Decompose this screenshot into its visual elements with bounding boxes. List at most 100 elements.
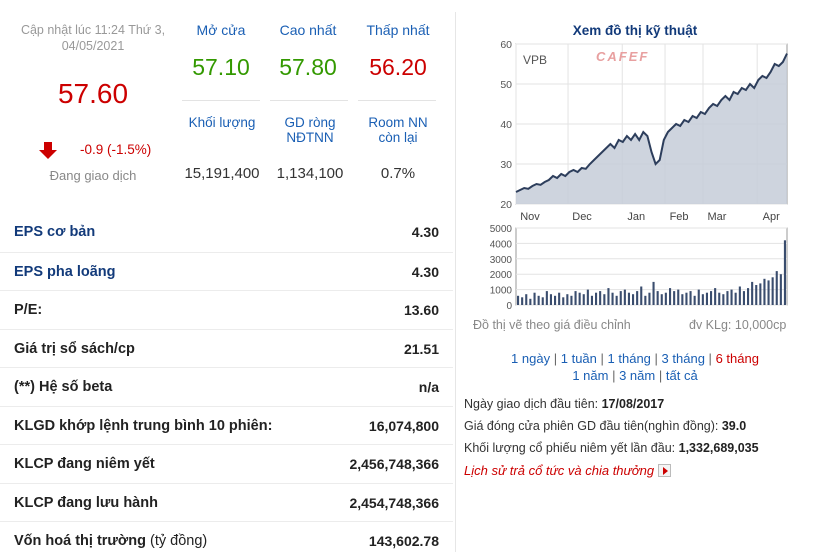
metric-label-main: Vốn hoá thị trường	[14, 533, 146, 549]
volume-bar	[615, 295, 618, 305]
first-volume-label: Khối lượng cổ phiếu niêm yết lần đầu:	[464, 441, 676, 455]
volume-bar	[722, 294, 725, 305]
metric-value: 2,454,748,366	[349, 494, 439, 511]
period-all[interactable]: tất cả	[665, 368, 698, 383]
metric-label[interactable]: EPS cơ bản	[14, 224, 96, 240]
current-price: 57.60	[57, 78, 129, 109]
period-row-2: 1 năm | 3 năm | tất cả	[456, 367, 814, 384]
volume-bar	[640, 286, 643, 305]
period-3-years[interactable]: 3 năm	[619, 368, 656, 383]
metric-row: EPS pha loãng 4.30	[0, 251, 453, 291]
period-row-1: 1 ngày | 1 tuần | 1 tháng | 3 tháng | 6 …	[456, 350, 814, 367]
volume-bar	[517, 295, 520, 305]
period-1-week[interactable]: 1 tuần	[560, 351, 597, 366]
high-value: 57.80	[279, 54, 337, 80]
first-trade-value: 17/08/2017	[601, 397, 665, 411]
metric-label: P/E:	[14, 302, 43, 318]
volume-bar	[652, 281, 655, 305]
volume-bar	[681, 294, 684, 305]
watermark-logo: CAFEF	[596, 49, 649, 64]
price-y-tick: 30	[500, 159, 512, 171]
volume-bar	[574, 291, 577, 305]
metric-value: n/a	[418, 379, 439, 395]
volume-y-tick: 5000	[490, 224, 513, 235]
volume-bar	[660, 294, 663, 305]
metric-label-suffix: (tỷ đồng)	[150, 533, 208, 549]
volume-bar	[533, 292, 536, 305]
volume-bar	[648, 292, 651, 305]
volume-bar	[525, 294, 528, 305]
period-separator: |	[553, 351, 558, 366]
first-volume-value: 1,332,689,035	[678, 441, 759, 455]
volume-bar	[545, 291, 548, 305]
volume-plot-frame	[515, 227, 788, 306]
metric-value: 143,602.78	[368, 533, 439, 549]
metric-value: 2,456,748,366	[349, 456, 439, 472]
volume-bar	[586, 289, 589, 305]
volume-stat: Khối lượng 15,191,400	[182, 115, 262, 185]
volume-bar	[644, 295, 647, 305]
metric-row: KLCP đang niêm yết 2,456,748,366	[0, 444, 453, 483]
volume-bar	[566, 294, 569, 305]
chart-title[interactable]: Xem đồ thị kỹ thuật	[572, 23, 698, 38]
volume-bar	[541, 297, 544, 305]
metric-row: KLGD khớp lệnh trung bình 10 phiên: 16,0…	[0, 405, 453, 445]
volume-bar	[537, 295, 540, 305]
foreign-net-value: 1,134,100	[276, 165, 344, 182]
volume-bar	[718, 292, 721, 305]
volume-bar	[664, 292, 667, 305]
volume-bar	[701, 294, 704, 305]
metric-row: Giá trị sổ sách/cp 21.51	[0, 328, 453, 368]
x-tick-label: Mar	[708, 211, 727, 223]
volume-bar	[726, 291, 729, 305]
period-1-year[interactable]: 1 năm	[572, 368, 609, 383]
volume-bar	[685, 292, 688, 305]
volume-bar	[578, 292, 581, 305]
metric-label: Vốn hoá thị trường (tỷ đồng)	[14, 533, 207, 549]
metric-label: KLCP đang lưu hành	[14, 494, 158, 511]
volume-bar	[599, 291, 602, 305]
volume-y-tick: 1000	[490, 286, 513, 297]
period-1-month[interactable]: 1 tháng	[607, 351, 651, 366]
period-3-months[interactable]: 3 tháng	[661, 351, 705, 366]
volume-bar	[783, 240, 786, 305]
low-label: Thấp nhất	[366, 22, 430, 38]
first-close-value: 39.0	[721, 419, 747, 433]
volume-bar	[656, 291, 659, 305]
dividend-history-label[interactable]: Lịch sử trả cổ tức và chia thưởng	[464, 463, 655, 478]
metric-label: (**) Hệ số beta	[14, 379, 113, 395]
foreign-room-label: Room NN còn lại	[368, 115, 428, 145]
volume-bar	[763, 278, 766, 305]
volume-bar	[623, 289, 626, 305]
volume-bar	[521, 297, 524, 305]
down-arrow-icon	[39, 142, 57, 159]
metric-label[interactable]: EPS pha loãng	[14, 263, 116, 280]
volume-y-tick: 4000	[490, 239, 513, 250]
volume-bar	[734, 292, 737, 305]
metrics-table: EPS cơ bản 4.30 EPS pha loãng 4.30 P/E: …	[0, 213, 453, 557]
first-trade-label: Ngày giao dịch đầu tiên:	[464, 397, 599, 411]
volume-bar	[632, 294, 635, 305]
period-1-day[interactable]: 1 ngày	[511, 351, 551, 366]
first-close-info: Giá đóng cửa phiên GD đầu tiên(nghìn đồn…	[464, 419, 746, 433]
period-6-months[interactable]: 6 tháng	[715, 351, 759, 366]
chart-note: Đồ thị vẽ theo giá điều chỉnh	[473, 318, 631, 332]
dividend-history-link[interactable]: Lịch sử trả cổ tức và chia thưởng	[464, 463, 672, 478]
chart-panel: Xem đồ thị kỹ thuật VPB CAFEF 20 30 40 50 60…	[456, 0, 814, 557]
price-y-axis: 20 30 40 50 60	[500, 39, 512, 211]
volume-y-axis: 0 1000 2000 3000 4000 5000	[490, 224, 513, 311]
volume-bar	[549, 294, 552, 305]
metric-label: KLGD khớp lệnh trung bình 10 phiên:	[14, 417, 273, 434]
period-separator: |	[658, 368, 663, 383]
play-icon[interactable]	[658, 464, 672, 477]
volume-bar	[627, 292, 630, 305]
divider	[358, 100, 436, 101]
price-y-tick: 40	[500, 119, 512, 131]
volume-y-tick: 0	[506, 301, 512, 311]
metric-value: 4.30	[411, 263, 439, 280]
divider	[182, 100, 260, 101]
volume-label: Khối lượng	[188, 115, 256, 130]
volume-bar	[689, 291, 692, 305]
price-y-tick: 60	[500, 39, 512, 51]
